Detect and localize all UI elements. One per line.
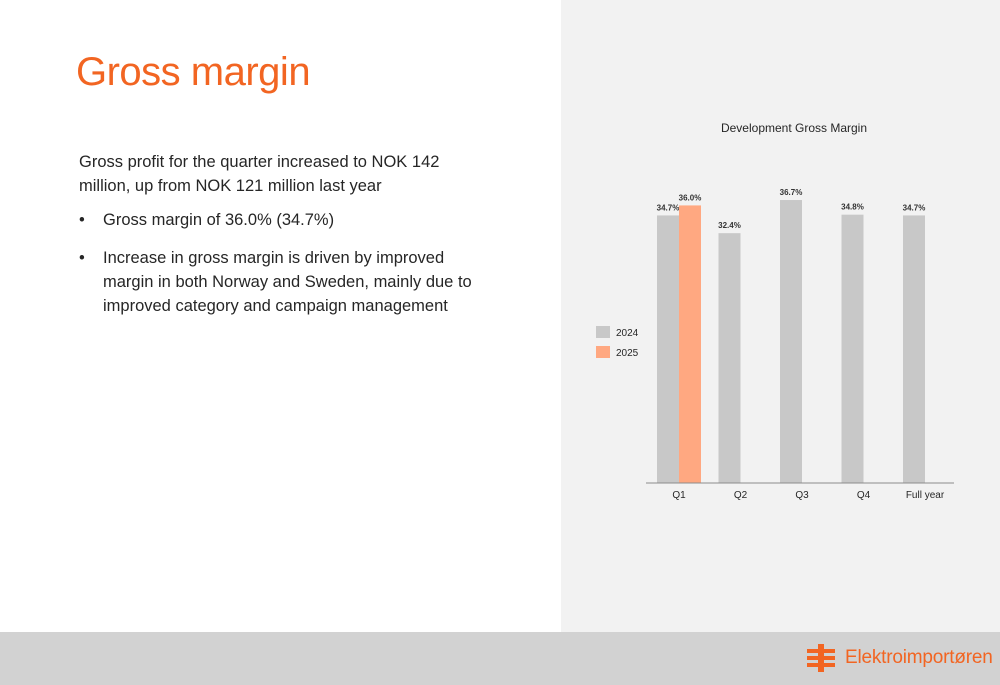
bar-2024-q2 bbox=[718, 233, 741, 483]
intro-paragraph: Gross profit for the quarter increased t… bbox=[79, 153, 440, 195]
bullet-dot: • bbox=[79, 249, 85, 267]
x-tick-label: Q2 bbox=[734, 490, 748, 501]
x-tick-label: Q3 bbox=[795, 490, 809, 501]
x-tick-label: Full year bbox=[906, 490, 945, 501]
data-label: 34.8% bbox=[841, 203, 864, 212]
legend-label-2025: 2025 bbox=[616, 348, 639, 359]
data-label: 32.4% bbox=[718, 221, 741, 230]
gross-margin-chart: 34.7%36.0%Q132.4%Q236.7%Q334.8%Q434.7%Fu… bbox=[596, 188, 954, 501]
bar-2024-full-year bbox=[903, 215, 925, 483]
bar-2024-q4 bbox=[841, 214, 864, 483]
legend-label-2024: 2024 bbox=[616, 328, 639, 339]
bar-2024-q1 bbox=[657, 215, 679, 483]
bullet-text: Increase in gross margin is driven by im… bbox=[103, 249, 472, 315]
bullet-list: • Gross margin of 36.0% (34.7%) • Increa… bbox=[79, 208, 479, 318]
page-title: Gross margin bbox=[76, 50, 311, 94]
logo-text: Elektroimportøren bbox=[845, 647, 993, 668]
bar-2024-q3 bbox=[780, 200, 802, 483]
data-label: 34.7% bbox=[657, 203, 680, 212]
legend-swatch-2025 bbox=[596, 346, 610, 358]
bullet-dot: • bbox=[79, 211, 85, 229]
body-text: Gross profit for the quarter increased t… bbox=[79, 150, 479, 332]
bar-2025-q1 bbox=[679, 205, 701, 483]
company-logo: Elektroimportøren bbox=[805, 642, 993, 674]
elektroimportoren-logo-icon bbox=[807, 644, 835, 672]
bullet-item: • Gross margin of 36.0% (34.7%) bbox=[79, 208, 479, 232]
x-tick-label: Q4 bbox=[857, 490, 871, 501]
x-tick-label: Q1 bbox=[672, 490, 686, 501]
data-label: 34.7% bbox=[903, 203, 926, 212]
legend-swatch-2024 bbox=[596, 326, 610, 338]
bullet-item: • Increase in gross margin is driven by … bbox=[79, 246, 479, 318]
data-label: 36.7% bbox=[780, 188, 803, 197]
data-label: 36.0% bbox=[679, 193, 702, 202]
bullet-text: Gross margin of 36.0% (34.7%) bbox=[103, 211, 335, 229]
chart-title: Development Gross Margin bbox=[720, 121, 868, 135]
